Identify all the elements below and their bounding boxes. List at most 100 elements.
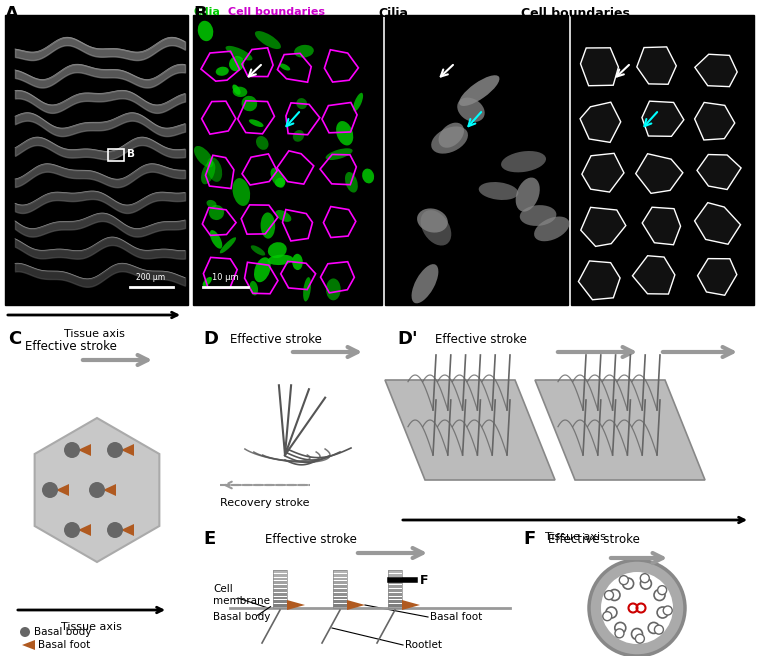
Circle shape <box>64 442 80 458</box>
Text: Effective stroke: Effective stroke <box>548 533 640 546</box>
Ellipse shape <box>417 209 448 233</box>
Ellipse shape <box>326 148 353 160</box>
Circle shape <box>658 586 667 595</box>
Ellipse shape <box>336 121 354 146</box>
Circle shape <box>603 611 612 621</box>
Text: Basal body: Basal body <box>34 627 92 637</box>
Ellipse shape <box>226 46 253 60</box>
Text: B: B <box>193 5 207 23</box>
Circle shape <box>107 522 123 538</box>
Text: B: B <box>127 149 135 159</box>
Circle shape <box>89 482 105 498</box>
Ellipse shape <box>438 123 464 148</box>
Text: F: F <box>523 530 535 548</box>
Ellipse shape <box>256 136 269 150</box>
Polygon shape <box>103 484 116 496</box>
Polygon shape <box>642 101 684 136</box>
Bar <box>273 593 287 596</box>
Polygon shape <box>347 600 365 610</box>
Circle shape <box>648 623 659 634</box>
Ellipse shape <box>209 205 224 220</box>
Bar <box>273 589 287 592</box>
Polygon shape <box>22 640 35 650</box>
Text: D': D' <box>397 330 418 348</box>
Bar <box>333 585 347 588</box>
Text: Tissue axis: Tissue axis <box>64 329 124 339</box>
Polygon shape <box>697 155 741 190</box>
Text: Cell boundaries: Cell boundaries <box>521 7 629 20</box>
Circle shape <box>619 576 628 584</box>
Ellipse shape <box>501 151 546 173</box>
Circle shape <box>640 578 651 589</box>
Bar <box>273 600 287 604</box>
Circle shape <box>64 522 80 538</box>
Bar <box>388 570 402 573</box>
Text: D: D <box>203 330 218 348</box>
Ellipse shape <box>249 119 263 127</box>
Ellipse shape <box>216 67 229 76</box>
Ellipse shape <box>232 178 250 206</box>
Ellipse shape <box>534 216 569 241</box>
Bar <box>333 604 347 607</box>
Text: Tissue axis: Tissue axis <box>544 532 606 542</box>
Polygon shape <box>385 380 555 480</box>
Polygon shape <box>642 207 681 245</box>
Circle shape <box>615 629 624 638</box>
Bar <box>333 596 347 600</box>
Bar <box>388 577 402 581</box>
Ellipse shape <box>292 254 303 270</box>
Polygon shape <box>636 154 683 194</box>
Ellipse shape <box>250 281 258 295</box>
Bar <box>333 577 347 581</box>
Circle shape <box>601 572 673 644</box>
Circle shape <box>609 590 620 600</box>
Ellipse shape <box>207 157 223 182</box>
Ellipse shape <box>203 277 212 287</box>
Polygon shape <box>695 102 735 140</box>
Bar <box>388 574 402 577</box>
Ellipse shape <box>279 64 290 71</box>
Bar <box>333 570 347 573</box>
Ellipse shape <box>210 230 223 249</box>
Text: Basal body: Basal body <box>213 612 270 622</box>
Text: Tissue axis: Tissue axis <box>61 622 121 632</box>
Polygon shape <box>402 600 420 610</box>
Text: C: C <box>8 330 21 348</box>
Bar <box>388 581 402 584</box>
Ellipse shape <box>412 264 438 303</box>
Bar <box>333 593 347 596</box>
Text: Cell
membrane: Cell membrane <box>213 584 270 605</box>
Ellipse shape <box>421 210 451 245</box>
Polygon shape <box>580 102 621 142</box>
Text: Basal foot: Basal foot <box>430 612 482 622</box>
Ellipse shape <box>255 31 281 49</box>
Bar <box>193 15 382 305</box>
Circle shape <box>654 590 665 600</box>
Text: Effective stroke: Effective stroke <box>25 340 117 353</box>
Ellipse shape <box>353 92 363 112</box>
Text: Basal foot: Basal foot <box>38 640 90 650</box>
Ellipse shape <box>267 255 293 265</box>
Ellipse shape <box>326 278 341 300</box>
Ellipse shape <box>294 45 314 58</box>
Polygon shape <box>582 154 624 192</box>
Ellipse shape <box>270 168 285 188</box>
Polygon shape <box>78 524 91 536</box>
Polygon shape <box>581 207 626 247</box>
Text: Cilia: Cilia <box>193 7 220 17</box>
Bar <box>273 585 287 588</box>
Ellipse shape <box>362 169 374 184</box>
Ellipse shape <box>276 210 291 222</box>
Text: Recovery stroke: Recovery stroke <box>220 498 310 508</box>
Ellipse shape <box>431 127 468 154</box>
Text: Effective stroke: Effective stroke <box>435 333 527 346</box>
Text: E: E <box>203 530 215 548</box>
Bar <box>388 570 402 608</box>
Text: Effective stroke: Effective stroke <box>230 333 322 346</box>
Bar <box>333 574 347 577</box>
Ellipse shape <box>478 182 519 200</box>
Ellipse shape <box>459 75 500 106</box>
Polygon shape <box>578 261 620 300</box>
Ellipse shape <box>207 200 217 208</box>
Polygon shape <box>581 48 618 86</box>
